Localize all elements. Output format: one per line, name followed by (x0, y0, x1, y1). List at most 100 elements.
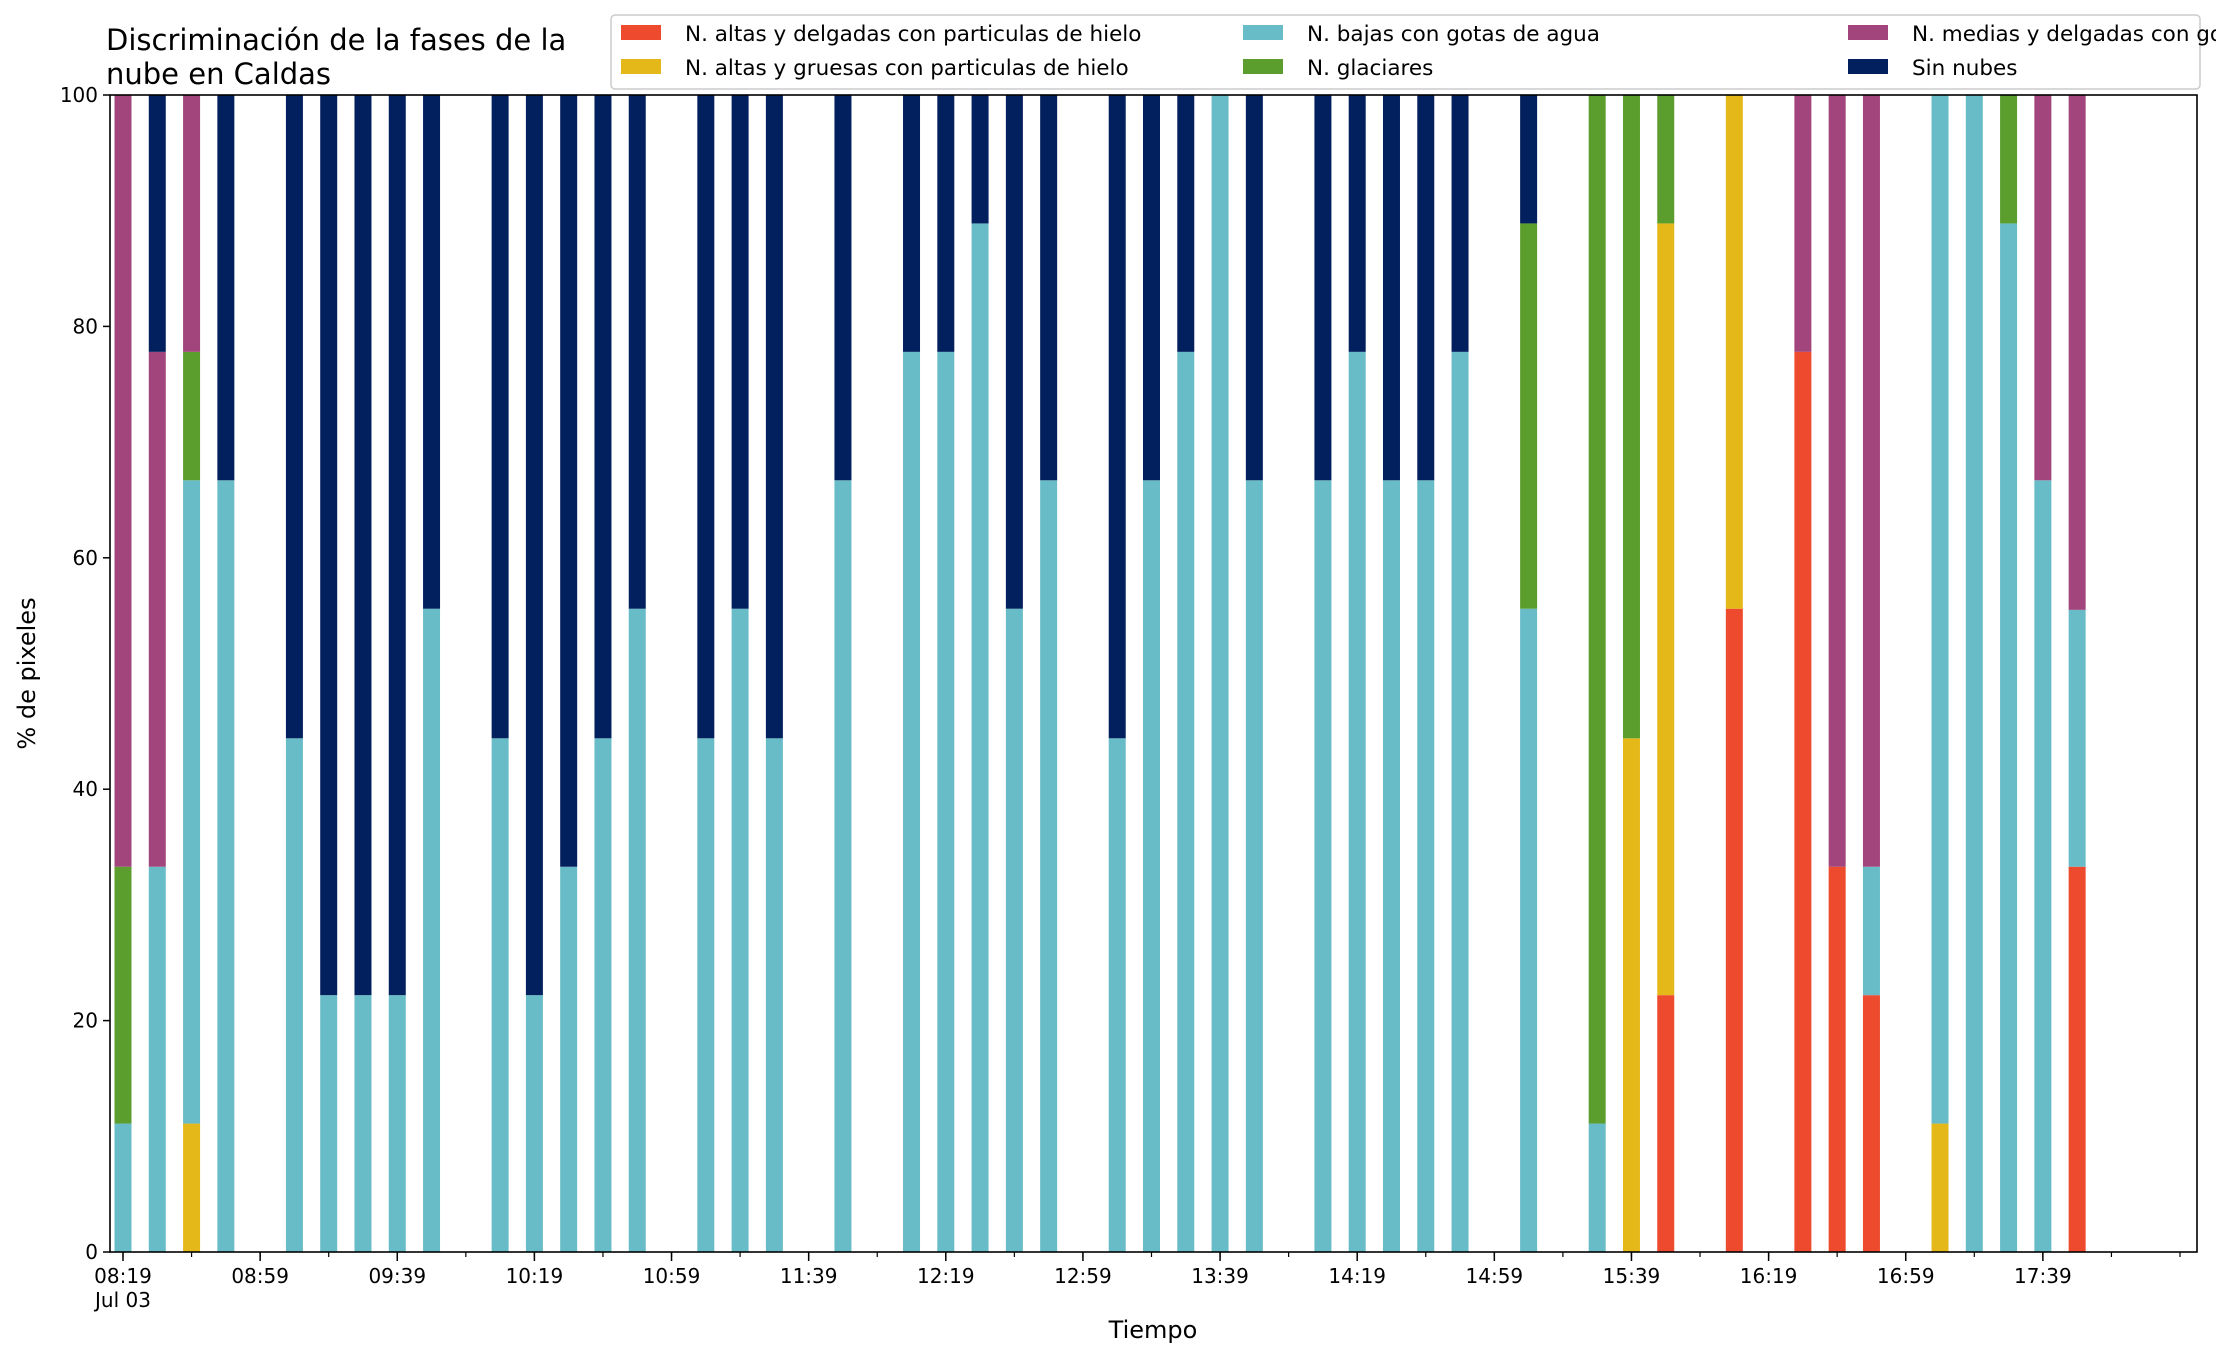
x-tick-label: 15:39 (1603, 1264, 1661, 1288)
x-tick-label: 14:59 (1466, 1264, 1524, 1288)
bar-segment-1729-s2 (2000, 223, 2018, 1253)
legend-label: N. altas y gruesas con particulas de hie… (685, 56, 1129, 81)
bar-segment-0949-s5 (423, 95, 441, 609)
bar-segment-1549-s0 (1657, 995, 1675, 1252)
axes-layer: 0 20 40 60 80 100 08:19 08:59 09:39 10:19 10:59 11:… (60, 83, 2198, 1312)
bar-segment-0839-s2 (183, 480, 201, 1124)
bar-segment-1019-s2 (525, 995, 543, 1252)
bar-segment-1239-s5 (1005, 95, 1023, 609)
bar-segment-1629-s0 (1794, 351, 1812, 1253)
bar-segment-0829-s5 (148, 95, 166, 352)
bar-segment-0829-s4 (148, 351, 166, 867)
bar-segment-1229-s2 (971, 223, 989, 1253)
x-tick-label: 08:59 (231, 1264, 289, 1288)
bar-segment-1229-s5 (971, 95, 989, 224)
x-tick-label: 16:19 (1740, 1264, 1798, 1288)
bar-segment-1409-s2 (1314, 480, 1332, 1252)
bar-segment-1449-s5 (1451, 95, 1469, 352)
bar-segment-1729-s3 (2000, 95, 2018, 224)
bar-segment-1039-s5 (594, 95, 612, 739)
x-axis-label: Tiempo (1108, 1316, 1198, 1344)
bar-segment-0909-s2 (285, 738, 303, 1252)
x-tick-date-label: Jul 03 (93, 1288, 151, 1312)
bar-segment-1239-s2 (1005, 608, 1023, 1252)
legend-swatch (1243, 59, 1283, 74)
bar-segment-1549-s3 (1657, 95, 1675, 224)
bar-segment-1549-s1 (1657, 223, 1675, 996)
bar-segment-1449-s2 (1451, 351, 1469, 1253)
bar-segment-0819-s2 (114, 1123, 132, 1252)
x-tick-label: 11:39 (780, 1264, 838, 1288)
bar-segment-1439-s2 (1417, 480, 1435, 1252)
bar-segment-0819-s3 (114, 866, 132, 1124)
bar-segment-0949-s2 (423, 608, 441, 1252)
bar-segment-1609-s1 (1725, 95, 1743, 609)
legend-label: Sin nubes (1912, 56, 2017, 81)
x-tick-label: 13:39 (1191, 1264, 1249, 1288)
bar-segment-1249-s5 (1040, 95, 1058, 481)
bar-segment-1649-s4 (1862, 95, 1880, 867)
bar-segment-0939-s2 (388, 995, 406, 1252)
bar-segment-1319-s2 (1143, 480, 1160, 1252)
bar-segment-1329-s2 (1177, 351, 1195, 1253)
bar-segment-0829-s2 (148, 866, 166, 1252)
bar-segment-0909-s5 (285, 95, 303, 739)
bar-segment-1039-s2 (594, 738, 612, 1252)
bar-segment-1739-s2 (2034, 480, 2052, 1252)
bar-segment-0849-s5 (217, 95, 235, 481)
legend-swatch (621, 59, 661, 74)
bar-segment-1419-s5 (1348, 95, 1366, 352)
bar-segment-1339-s2 (1211, 95, 1229, 1252)
bar-segment-1429-s2 (1382, 480, 1400, 1252)
legend-swatch (1848, 59, 1888, 74)
legend-box (610, 14, 2201, 90)
bar-segment-1539-s1 (1622, 738, 1640, 1252)
bar-segment-1049-s5 (628, 95, 646, 609)
bar-segment-1509-s2 (1520, 608, 1538, 1252)
bar-segment-1219-s2 (937, 351, 955, 1253)
bar-segment-1439-s5 (1417, 95, 1435, 481)
bar-segment-1709-s2 (1931, 95, 1949, 1124)
bar-segment-1749-s0 (2068, 866, 2086, 1252)
bar-segment-1649-s0 (1862, 995, 1880, 1252)
legend-swatch (621, 25, 661, 40)
x-tick-label: 14:19 (1328, 1264, 1386, 1288)
plot-frame (109, 94, 2198, 1253)
x-tick-label: 12:19 (917, 1264, 975, 1288)
bar-segment-1209-s5 (903, 95, 921, 352)
bar-segment-1149-s5 (834, 95, 852, 481)
bar-segment-1049-s2 (628, 608, 646, 1252)
x-tick-label: 09:39 (368, 1264, 426, 1288)
x-tick-label: 10:19 (506, 1264, 564, 1288)
bar-segment-0819-s4 (114, 95, 132, 867)
bar-segment-0919-s2 (320, 995, 338, 1252)
y-tick-label: 100 (60, 83, 98, 107)
bar-segment-1409-s5 (1314, 95, 1332, 481)
bar-segment-1429-s5 (1382, 95, 1400, 481)
bar-segment-1739-s4 (2034, 95, 2052, 481)
legend-label: N. glaciares (1307, 56, 1433, 81)
chart-title-line: Discriminación de la fases de la (106, 23, 566, 57)
bar-segment-1119-s2 (731, 608, 749, 1252)
bars-layer (114, 95, 2086, 1253)
x-tick-label: 17:39 (2014, 1264, 2072, 1288)
bar-segment-1249-s2 (1040, 480, 1058, 1252)
bar-segment-0839-s3 (183, 351, 201, 481)
bar-segment-1529-s2 (1588, 1123, 1606, 1252)
bar-segment-1349-s2 (1245, 480, 1263, 1252)
bar-segment-1609-s0 (1725, 608, 1743, 1252)
bar-segment-1129-s5 (765, 95, 783, 739)
bar-segment-1149-s2 (834, 480, 852, 1252)
bar-segment-0839-s4 (183, 95, 201, 352)
bar-segment-1029-s5 (560, 95, 578, 867)
x-tick-label: 08:19 (94, 1264, 152, 1288)
y-tick-label: 40 (73, 777, 98, 801)
bar-segment-1629-s4 (1794, 95, 1812, 352)
chart-title-line: nube en Caldas (106, 57, 331, 91)
bar-segment-0839-s1 (183, 1123, 201, 1252)
legend-label: N. bajas con gotas de agua (1307, 22, 1600, 47)
bar-segment-1309-s5 (1108, 95, 1126, 739)
bar-segment-0919-s5 (320, 95, 338, 996)
